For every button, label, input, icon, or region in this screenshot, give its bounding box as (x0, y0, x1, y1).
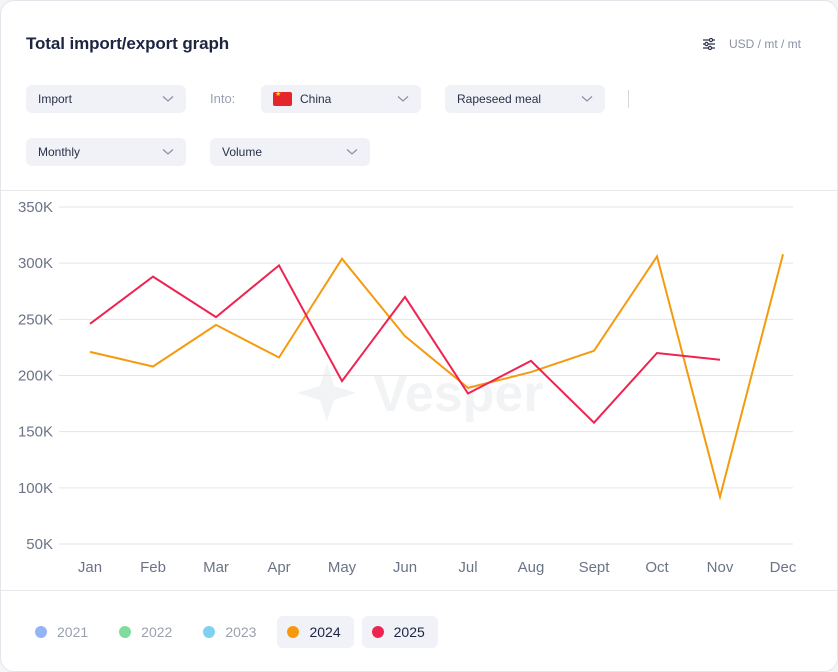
series-line-2025 (89, 263, 721, 425)
legend-label: 2025 (393, 624, 425, 640)
x-tick-label: Apr (267, 559, 290, 576)
watermark: Vesper (297, 363, 544, 423)
x-tick-label: May (328, 559, 357, 576)
legend-divider (1, 590, 837, 591)
x-tick-label: Jul (458, 559, 477, 576)
y-tick-label: 300K (18, 255, 53, 272)
x-tick-label: Jan (78, 559, 102, 576)
legend-item-2021[interactable]: 2021 (25, 616, 101, 648)
chevron-down-icon (162, 149, 174, 155)
x-tick-label: Jun (393, 559, 417, 576)
x-tick-label: Dec (770, 559, 797, 576)
metric-select[interactable]: Volume (210, 138, 370, 166)
period-select[interactable]: Monthly (26, 138, 186, 166)
x-tick-label: Mar (203, 559, 229, 576)
legend-label: 2024 (309, 624, 341, 640)
into-label: Into: (210, 91, 236, 106)
product-select[interactable]: Rapeseed meal (445, 85, 605, 113)
legend-label: 2022 (141, 624, 173, 640)
x-tick-label: Oct (645, 559, 669, 576)
header-divider (1, 190, 837, 191)
toolbar-divider (628, 90, 629, 108)
legend-item-2022[interactable]: 2022 (109, 616, 185, 648)
y-tick-label: 50K (26, 536, 53, 553)
chevron-down-icon (581, 96, 593, 102)
product-select-value: Rapeseed meal (457, 92, 542, 106)
line-chart: Vesper 50K 100K 150K 200K 250K 300K 350K Jan Feb M… (18, 199, 797, 576)
y-tick-label: 100K (18, 480, 53, 497)
legend-item-2024[interactable]: 2024 (277, 616, 354, 648)
x-tick-label: Sept (579, 559, 611, 576)
flow-select-value: Import (38, 92, 73, 106)
y-tick-label: 150K (18, 424, 53, 441)
units-label: USD / mt / mt (729, 37, 801, 51)
watermark-logo-icon (297, 363, 356, 421)
metric-select-value: Volume (222, 145, 263, 159)
legend-label: 2023 (225, 624, 257, 640)
legend-dot-icon (35, 626, 47, 638)
x-tick-label: Aug (518, 559, 545, 576)
legend-label: 2021 (57, 624, 89, 640)
period-select-value: Monthly (38, 145, 81, 159)
series-line-2024 (89, 253, 784, 501)
legend-dot-icon (371, 626, 384, 638)
units-selector[interactable]: USD / mt / mt (702, 37, 801, 51)
page-title: Total import/export graph (26, 34, 230, 53)
y-tick-label: 350K (18, 199, 53, 216)
country-select[interactable]: China (261, 85, 421, 113)
sliders-icon (703, 38, 715, 50)
x-tick-label: Nov (707, 559, 734, 576)
legend-dot-icon (287, 626, 300, 638)
x-tick-label: Feb (140, 559, 166, 576)
chevron-down-icon (397, 96, 409, 102)
country-select-value: China (300, 92, 332, 106)
chevron-down-icon (346, 149, 358, 155)
legend-item-2025[interactable]: 2025 (361, 616, 438, 648)
legend-item-2023[interactable]: 2023 (193, 616, 269, 648)
legend-dot-icon (203, 626, 216, 638)
y-tick-label: 200K (18, 368, 53, 385)
watermark-text: Vesper (373, 365, 544, 423)
flow-select[interactable]: Import (26, 85, 186, 113)
china-flag-icon (273, 90, 292, 106)
chart-legend: 2021 2022 2023 2024 2025 (25, 616, 438, 648)
legend-dot-icon (119, 626, 132, 638)
chevron-down-icon (162, 96, 174, 102)
y-tick-label: 250K (18, 311, 53, 328)
